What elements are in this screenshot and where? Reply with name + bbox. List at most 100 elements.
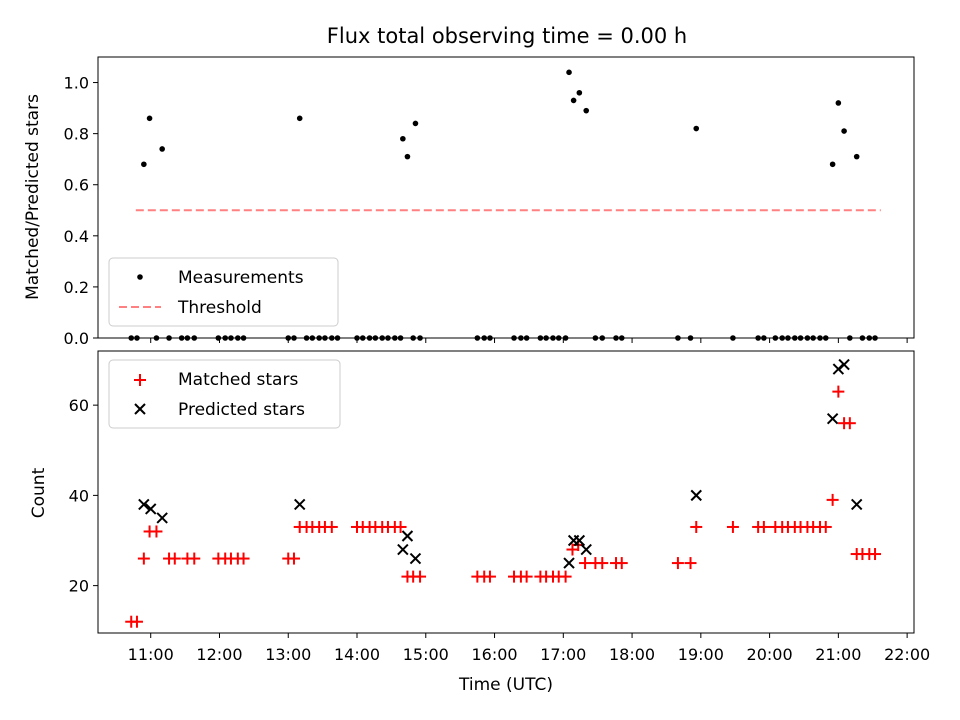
matched-star-point [684,557,697,570]
x-tick-label: 14:00 [334,645,380,664]
matched-star-point [671,557,684,570]
matched-star-point [237,552,250,565]
chart-title: Flux total observing time = 0.00 h [327,24,687,48]
legend-label-threshold: Threshold [177,298,262,318]
matched-star-point [832,385,845,398]
predicted-star-point [156,512,168,524]
predicted-star-point [838,358,850,371]
matched-star-point [869,548,882,561]
bottom-marks [125,358,882,628]
predicted-star-point [826,412,839,425]
measurement-point [141,161,147,168]
predicted-star-point [690,489,702,502]
matched-star-point [579,557,592,570]
predicted-star-point [397,543,409,556]
matched-star-point [596,557,609,570]
legend-label-measurements: Measurements [178,268,304,288]
x-axis-label: Time (UTC) [458,675,553,695]
bottom-legend-box [108,359,341,429]
measurement-point [693,125,700,132]
measurement-point [146,115,153,122]
matched-star-point [168,552,181,565]
measurement-point [296,115,303,122]
predicted-star-point [573,534,586,547]
legend-label-predicted: Predicted stars [178,400,305,420]
measurement-point [835,100,842,106]
predicted-star-point [409,552,422,565]
y-tick-label: 0.4 [64,227,89,246]
matched-star-point [137,552,150,565]
matched-star-point [690,520,703,533]
measurement-point [404,153,411,160]
x-tick-label: 15:00 [403,645,449,664]
y-tick-label: 0.8 [64,125,89,144]
x-tick-label: 12:00 [196,645,242,664]
legend-marker-matched [134,374,146,386]
matched-star-point [287,552,300,565]
matched-star-point [559,570,572,583]
legend-marker-measurements [137,274,143,280]
predicted-star-point [401,530,414,542]
matched-star-point [826,493,839,506]
matched-star-point [483,570,496,583]
top-legend-box [108,257,339,327]
matched-star-point [819,520,832,533]
x-tick-label: 11:00 [128,645,174,664]
top-legend: Measurements Threshold [108,257,339,327]
measurement-point [576,89,583,96]
matched-star-point [188,552,201,565]
legend-label-matched: Matched stars [178,370,298,390]
bottom-plot-frame [97,350,915,634]
top-y-axis: 0.0 0.2 0.4 0.6 0.8 1.0 [64,74,98,348]
matched-star-point [615,557,628,570]
measurement-point [583,107,590,114]
legend-marker-predicted [134,403,146,415]
x-tick-label: 19:00 [678,645,724,664]
bottom-legend: Matched stars Predicted stars [108,359,341,429]
y-tick-label: 60 [69,396,89,415]
x-tick-label: 18:00 [609,645,655,664]
bottom-y-axis-label: Count [29,467,49,518]
matched-star-point [150,525,163,538]
x-tick-label: 17:00 [540,645,586,664]
matched-star-point [394,520,407,533]
x-tick-label: 21:00 [815,645,861,664]
predicted-star-point [563,557,575,569]
measurement-point [159,146,165,152]
predicted-star-point [580,543,592,556]
x-tick-label: 20:00 [747,645,793,664]
measurement-point [841,128,847,134]
y-tick-label: 0.0 [64,329,89,348]
top-plot-frame [97,56,915,339]
bottom-x-axis: 11:00 12:00 13:00 14:00 15:00 16:00 17:00 18:00… [128,633,930,664]
y-tick-label: 1.0 [64,74,89,93]
predicted-star-point [145,503,157,515]
x-tick-label: 22:00 [884,645,930,664]
matched-star-point [130,615,143,628]
measurement-point [412,120,419,127]
top-y-axis-label: Matched/Predicted stars [23,94,43,300]
y-tick-label: 20 [69,577,89,596]
top-x-axis [150,338,908,343]
top-panel: 0.0 0.2 0.4 0.6 0.8 1.0 Matched/Predicted sta… [23,56,915,348]
y-tick-label: 0.2 [64,278,89,297]
predicted-star-point [294,498,306,511]
bottom-panel: 20 40 60 11:00 12:00 13:00 14:00 15:00 16:00 17:… [29,350,930,695]
y-tick-label: 40 [69,486,89,505]
x-tick-label: 16:00 [471,645,517,664]
matched-star-point [726,520,739,533]
predicted-star-point [850,498,863,511]
matched-star-point [520,570,533,583]
measurement-point [400,135,406,142]
y-tick-label: 0.6 [64,176,89,195]
measurement-point [853,153,860,160]
measurement-point [566,69,572,76]
matched-star-point [757,520,770,533]
measurement-point [570,97,577,104]
predicted-star-point [138,498,150,511]
matched-star-point [325,520,338,533]
measurement-point [829,161,836,168]
matched-star-point [414,570,427,583]
matched-star-point [843,417,856,430]
